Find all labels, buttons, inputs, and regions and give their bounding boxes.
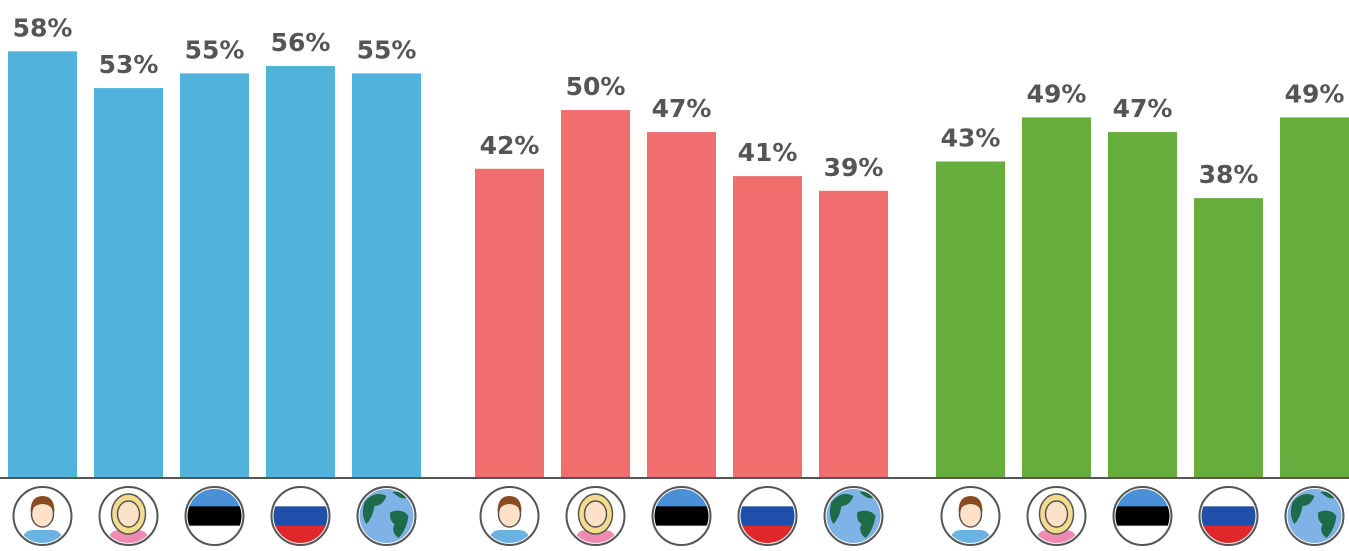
bar — [1280, 117, 1349, 478]
flag-stripe — [273, 525, 328, 543]
flag-stripe — [1115, 489, 1170, 507]
bar — [352, 73, 421, 477]
icon — [489, 496, 530, 543]
value-label: 55% — [357, 35, 417, 64]
bar — [94, 88, 163, 478]
flag-stripe — [1115, 506, 1170, 527]
icon — [740, 489, 795, 543]
bar — [561, 110, 630, 478]
flag-stripe — [1201, 506, 1256, 527]
icon-ring — [823, 486, 884, 546]
flag-stripe — [1201, 525, 1256, 543]
icon-ring — [1112, 486, 1173, 546]
land — [1290, 491, 1337, 538]
shirt — [22, 530, 63, 543]
flag-stripe — [740, 489, 795, 507]
icon — [654, 489, 709, 543]
hair — [497, 496, 522, 512]
icon-ring — [270, 486, 331, 546]
value-label: 41% — [738, 138, 798, 167]
icon-ring — [1284, 486, 1345, 546]
bar — [1108, 132, 1177, 478]
bar — [936, 161, 1005, 477]
value-label: 50% — [566, 72, 626, 101]
icon-ring — [1198, 486, 1259, 546]
value-label: 49% — [1285, 79, 1345, 108]
value-label: 55% — [185, 35, 245, 64]
value-label: 49% — [1027, 79, 1087, 108]
icon-ring — [98, 486, 159, 546]
icon-ring — [940, 486, 1001, 546]
hair — [958, 496, 983, 512]
shirt — [575, 530, 616, 543]
bar — [647, 132, 716, 478]
icon — [575, 493, 616, 543]
icon — [359, 489, 414, 543]
icon-ring — [651, 486, 712, 546]
flag-stripe — [187, 489, 242, 507]
icon — [950, 496, 991, 543]
icon — [273, 489, 328, 543]
value-label: 47% — [652, 94, 712, 123]
value-label: 39% — [824, 153, 884, 182]
flag-stripe — [273, 489, 328, 507]
flag-stripe — [187, 506, 242, 527]
bar — [180, 73, 249, 477]
flag-stripe — [654, 525, 709, 543]
bar — [1022, 117, 1091, 478]
flag-stripe — [1115, 525, 1170, 543]
flag-stripe — [654, 506, 709, 527]
icon-ring — [184, 486, 245, 546]
flag-stripe — [187, 525, 242, 543]
value-label: 47% — [1113, 94, 1173, 123]
face — [116, 500, 141, 528]
value-label: 56% — [271, 28, 331, 57]
icon — [1201, 489, 1256, 543]
flag-stripe — [1201, 489, 1256, 507]
icon-ring — [12, 486, 73, 546]
bar — [819, 190, 888, 478]
flag-stripe — [654, 489, 709, 507]
icon-ring — [737, 486, 798, 546]
bar — [266, 66, 335, 478]
hair — [30, 496, 55, 512]
value-label: 43% — [941, 123, 1001, 152]
value-label: 38% — [1199, 160, 1259, 189]
value-label: 53% — [99, 50, 159, 79]
icon — [1036, 493, 1077, 543]
shirt — [1036, 530, 1077, 543]
flag-stripe — [740, 506, 795, 527]
value-label: 58% — [13, 13, 73, 42]
bar — [475, 168, 544, 478]
land — [362, 491, 409, 538]
value-label: 42% — [480, 131, 540, 160]
icon — [1287, 489, 1342, 543]
icon-ring — [356, 486, 417, 546]
icon — [108, 493, 149, 543]
shirt — [489, 530, 530, 543]
icon — [1115, 489, 1170, 543]
icon-ring — [1026, 486, 1087, 546]
icon-ring — [565, 486, 626, 546]
shirt — [950, 530, 991, 543]
bar — [8, 51, 77, 477]
flag-stripe — [740, 525, 795, 543]
bar — [1194, 198, 1263, 477]
icon-ring — [479, 486, 540, 546]
icon — [22, 496, 63, 543]
face — [1044, 500, 1069, 528]
face — [583, 500, 608, 528]
icon — [826, 489, 881, 543]
land — [829, 491, 876, 538]
shirt — [108, 530, 149, 543]
flag-stripe — [273, 506, 328, 527]
bar — [733, 176, 802, 477]
icon — [187, 489, 242, 543]
